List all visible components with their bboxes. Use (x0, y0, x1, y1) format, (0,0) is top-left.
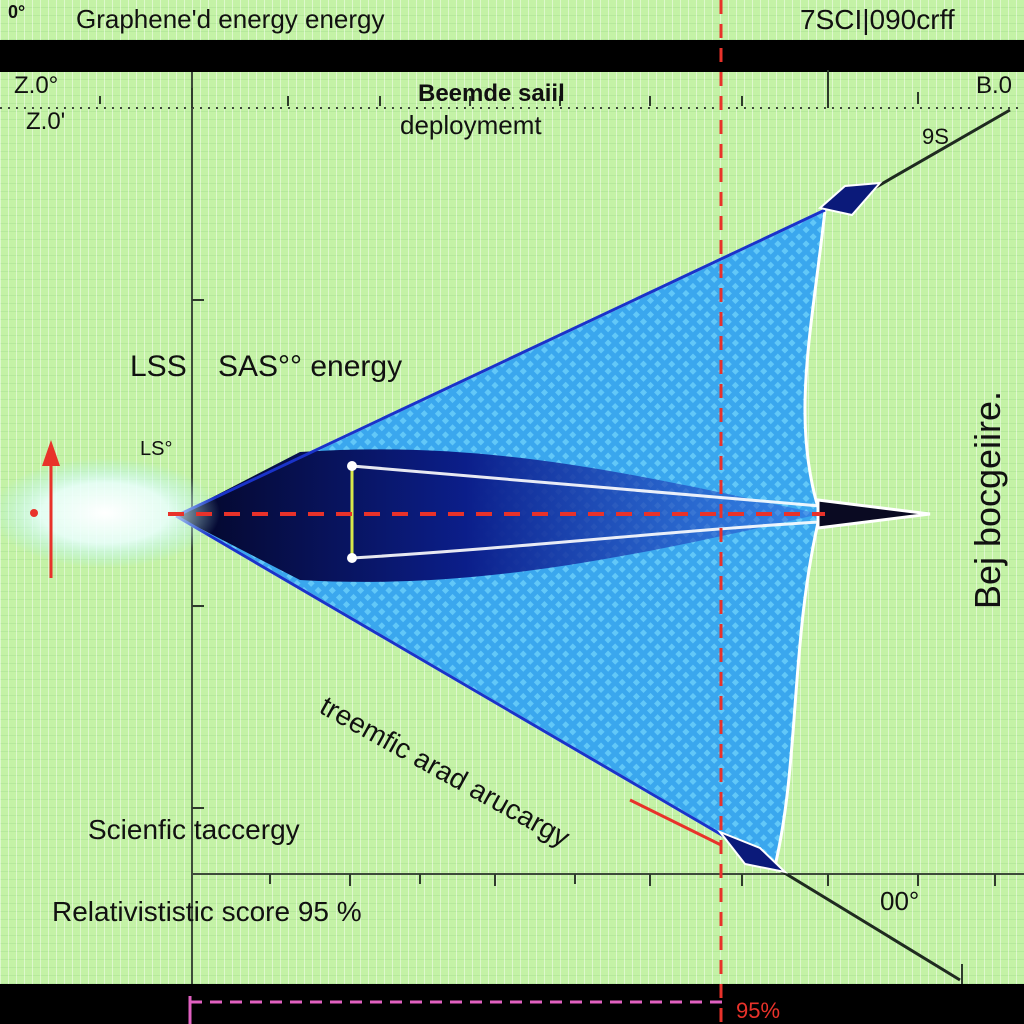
sail-struts (351, 464, 821, 560)
scientific-label: Scienfic taccergy (88, 814, 300, 845)
upper-pod (817, 181, 883, 217)
diagonal-red-segment (629, 798, 722, 847)
axis-label-top-left-b: Z.0' (26, 108, 66, 135)
bottom-percent-label: 95% (736, 998, 781, 1023)
corner-label: 0° (8, 2, 26, 22)
sail-upper-edge (175, 208, 826, 518)
nose-probe (816, 498, 931, 530)
sas-energy-label: SAS°° energy (218, 350, 403, 383)
lower-pod (716, 829, 789, 874)
axis-ticks (99, 70, 996, 984)
sail-lower-edge (175, 514, 776, 868)
deployment-title-line2: deploymemt (400, 110, 542, 140)
lss-label: LSS (130, 350, 187, 383)
strut-node-bottom (347, 553, 357, 563)
top-black-bar (0, 40, 1024, 72)
lower-rail-line (759, 856, 961, 982)
header-title: Graphene'd energy energy (76, 4, 385, 34)
laser-glow (0, 458, 220, 568)
deployment-title-line1: Beemde saiil (418, 80, 565, 107)
upper-rail-label: 9S (922, 124, 949, 149)
bottom-black-bar (0, 984, 1024, 1024)
sail-dark-core (176, 449, 820, 582)
side-vertical-label: Bej bocgeiire. (967, 390, 1008, 610)
score-label: Relativististic score 95 % (52, 896, 362, 927)
header-code: 7SCI|090crff (800, 4, 955, 35)
lower-rail-label: 00° (880, 886, 920, 916)
up-arrow (42, 440, 60, 578)
axis-label-top-left-a: Z.0° (14, 72, 59, 99)
origin-dot (30, 509, 38, 517)
strut-node-top (347, 461, 357, 471)
axis-label-top-right: B.0 (976, 72, 1013, 99)
ls-small-label: LS° (140, 438, 173, 460)
